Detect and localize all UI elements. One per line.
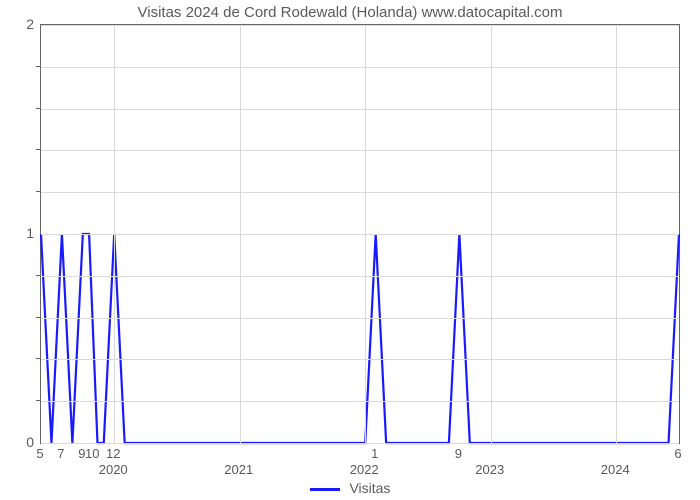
y-minor-tick (36, 400, 40, 401)
y-minor-tick (36, 191, 40, 192)
x-year-label: 2024 (601, 462, 630, 477)
y-minor-tick (36, 66, 40, 67)
legend: Visitas (0, 480, 700, 496)
x-tick-label: 1 (371, 446, 378, 461)
y-minor-tick (36, 108, 40, 109)
y-minor-tick (36, 317, 40, 318)
v-gridline (365, 25, 366, 443)
h-gridline-minor (41, 359, 679, 360)
v-gridline (491, 25, 492, 443)
h-gridline-minor (41, 192, 679, 193)
legend-swatch (310, 488, 340, 491)
h-gridline-minor (41, 67, 679, 68)
plot-area (40, 24, 680, 444)
visitas-line (41, 234, 679, 443)
v-gridline (240, 25, 241, 443)
h-gridline-minor (41, 109, 679, 110)
h-gridline (41, 443, 679, 444)
h-gridline-minor (41, 318, 679, 319)
h-gridline-minor (41, 276, 679, 277)
v-gridline (616, 25, 617, 443)
x-year-label: 2023 (475, 462, 504, 477)
y-minor-tick (36, 358, 40, 359)
x-year-label: 2022 (350, 462, 379, 477)
legend-label: Visitas (349, 480, 390, 496)
h-gridline (41, 234, 679, 235)
chart-container: Visitas 2024 de Cord Rodewald (Holanda) … (0, 0, 700, 500)
x-tick-label: 6 (674, 446, 681, 461)
h-gridline-minor (41, 401, 679, 402)
y-minor-tick (36, 275, 40, 276)
x-tick-label: 7 (57, 446, 64, 461)
h-gridline-minor (41, 150, 679, 151)
y-tick-label: 2 (4, 16, 34, 32)
y-tick-label: 1 (4, 225, 34, 241)
chart-title: Visitas 2024 de Cord Rodewald (Holanda) … (0, 4, 700, 21)
x-tick-label: 9 (455, 446, 462, 461)
x-year-label: 2020 (99, 462, 128, 477)
x-tick-label: 5 (36, 446, 43, 461)
x-tick-label: 10 (85, 446, 99, 461)
x-tick-label: 12 (106, 446, 120, 461)
y-tick-label: 0 (4, 434, 34, 450)
h-gridline (41, 25, 679, 26)
y-minor-tick (36, 149, 40, 150)
x-year-label: 2021 (224, 462, 253, 477)
v-gridline (114, 25, 115, 443)
